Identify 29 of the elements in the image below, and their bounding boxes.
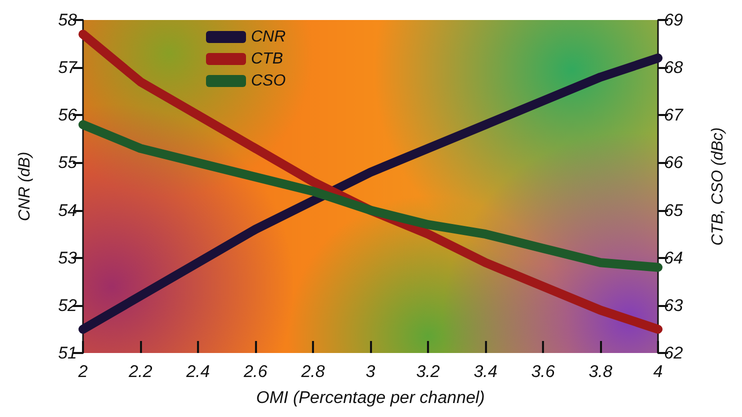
y-tick-label: 54 — [58, 200, 77, 220]
x-tick-label: 3.8 — [588, 362, 613, 381]
x-tick-label: 2 — [77, 362, 88, 381]
x-tick-label: 3.6 — [531, 362, 556, 381]
legend-label: CSO — [251, 72, 286, 90]
x-tick-label: 2.4 — [185, 362, 210, 381]
y-tick-label: 56 — [58, 106, 78, 125]
x-axis-title: OMI (Percentage per channel) — [256, 388, 485, 407]
y-tick-label: 52 — [58, 296, 78, 315]
x-tick-label: 2.8 — [300, 362, 326, 381]
x-tick-label: 2.6 — [242, 362, 268, 381]
y-tick-label: 58 — [58, 10, 78, 30]
y-axis-title: CNR (dB) — [16, 152, 34, 222]
y-tick-label: 55 — [58, 153, 78, 172]
y2-tick-label: 65 — [664, 200, 684, 220]
x-tick-label: 3 — [366, 362, 376, 381]
x-tick-label: 3.2 — [416, 362, 440, 381]
y2-tick-label: 63 — [664, 296, 684, 315]
y2-axis-title: CTB, CSO (dBc) — [710, 127, 726, 246]
x-tick-label: 2.2 — [128, 362, 153, 381]
legend-label: CNR — [251, 28, 286, 46]
y-tick-label: 57 — [58, 58, 78, 78]
legend-label: CTB — [251, 50, 284, 68]
y2-tick-label: 66 — [664, 153, 684, 172]
y-tick-label: 51 — [58, 344, 77, 362]
x-tick-label: 3.4 — [474, 362, 498, 381]
x-tick-label: 4 — [653, 362, 663, 381]
y-tick-label: 53 — [58, 248, 78, 268]
y2-tick-label: 68 — [664, 58, 684, 78]
